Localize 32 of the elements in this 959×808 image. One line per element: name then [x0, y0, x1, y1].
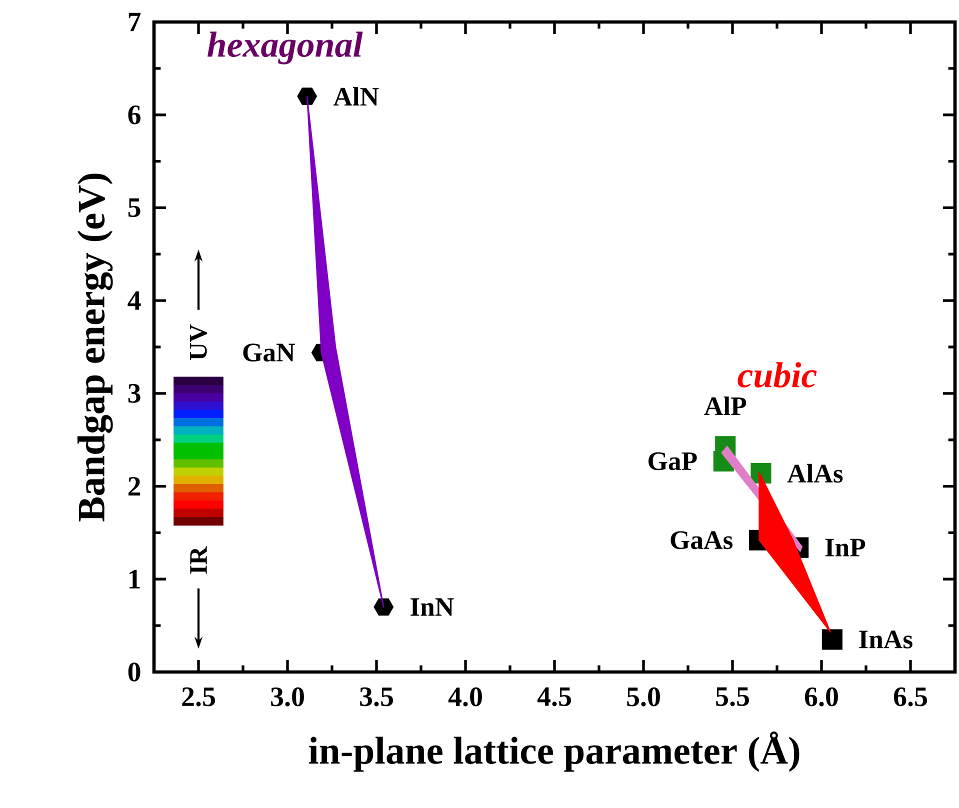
- series-label: InN: [410, 598, 454, 616]
- x-tick-label: 2.5: [182, 687, 215, 706]
- annotation: UV: [190, 324, 207, 360]
- legend-label: InAs: [859, 630, 912, 648]
- x-tick-label: 6.0: [804, 687, 838, 706]
- series-label: GaP: [648, 452, 697, 470]
- x-tick-label: 3.5: [360, 687, 393, 706]
- series-label: AlP: [704, 396, 746, 415]
- y-tick-label: 1: [130, 570, 140, 588]
- y-tick-label: 5: [128, 198, 140, 218]
- annotation: cubic: [738, 362, 817, 388]
- y-tick-label: 0: [128, 662, 140, 682]
- y-tick-label: 3: [128, 384, 140, 403]
- series-label: GaAs: [670, 531, 733, 550]
- y-tick-label: 2: [128, 477, 140, 496]
- x-tick-label: 6.5: [894, 687, 927, 706]
- annotation: hexagonal: [207, 32, 363, 64]
- x-tick-label: 4.0: [448, 687, 482, 706]
- series-label: InP: [825, 538, 866, 556]
- series-label: AlN: [333, 87, 379, 106]
- x-tick-label: 4.5: [537, 687, 571, 706]
- x-axis-title: in-plane lattice parameter (Å): [308, 732, 800, 772]
- y-tick-label: 6: [128, 105, 140, 124]
- x-tick-label: 3.0: [271, 687, 304, 706]
- y-tick-label: 7: [128, 12, 141, 32]
- y-tick-label: 4: [128, 291, 141, 310]
- x-tick-label: 5.0: [627, 687, 660, 706]
- x-tick-label: 5.5: [716, 687, 749, 706]
- series-label: AlAs: [787, 464, 843, 483]
- annotation: IR: [190, 546, 207, 574]
- y-axis-title: Bandgap energy (eV): [77, 174, 113, 522]
- series-label: GaN: [243, 344, 295, 362]
